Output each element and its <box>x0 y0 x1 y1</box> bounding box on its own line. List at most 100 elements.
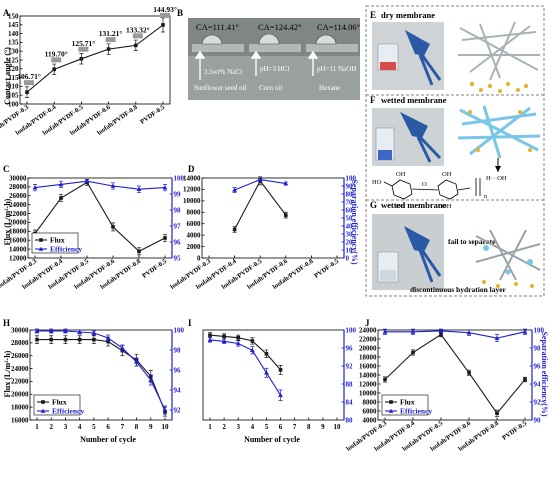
chart-a-series-point <box>134 43 138 48</box>
chart-c-ytick-label: 16000 <box>9 237 27 245</box>
chart-d-frame <box>201 177 345 259</box>
panel-letter-b: B <box>177 8 183 18</box>
chart-h-axes: 16000 18000 20000 22000 24000 26000 28000 30000… <box>11 326 185 431</box>
chart-j-axes: 4000600080001000012000140001600018000200… <box>345 326 544 453</box>
chart-h-y2tick-label: 94 <box>174 386 182 394</box>
chart-d-efficiency-point <box>283 181 289 186</box>
chart-d-category-label: loofah/PVDF-0.3 <box>169 258 212 291</box>
oil-name-3: Hexane <box>319 84 340 92</box>
chart-a-category-label: PVDF-0.5 <box>139 104 167 126</box>
chart-c-ytick-label: 20000 <box>9 219 27 227</box>
chart-d-y2tick-label: 50 <box>346 214 354 222</box>
chart-a-ylabel: Contact angle (°) <box>3 47 12 105</box>
chart-d-y2tick-label: 70 <box>346 198 354 206</box>
chart-h-efficiency-point <box>148 377 154 382</box>
chart-j-flux-point <box>495 411 499 416</box>
chart-c-ytick-label: 28000 <box>9 183 27 191</box>
chart-d-efficiency-point <box>257 177 263 182</box>
chart-c-efficiency-point <box>32 185 38 190</box>
chart-j-efficiency-point <box>466 330 472 335</box>
chart-c-ylabel: Flux (L/m²·h) <box>3 198 12 245</box>
chart-c-ytick-label: 18000 <box>9 228 27 236</box>
panel-letter-g: G <box>370 200 377 210</box>
chart-h-efficiency-point <box>119 345 125 350</box>
fail-to-separate-label: fail to separate <box>448 237 496 246</box>
chart-c-ytick-label: 24000 <box>9 201 27 209</box>
chart-c-flux-point <box>59 196 63 200</box>
panel-letter-f: F <box>370 95 376 105</box>
chart-c-flux-point <box>163 236 167 240</box>
oil-droplets-e <box>469 81 529 93</box>
chart-i-y2tick-label: 92 <box>346 362 354 370</box>
chart-d-ytick-label: 12000 <box>183 186 201 194</box>
hydration-layer-label: discontinuous hydration layer <box>410 285 507 294</box>
chart-h-y2tick-label: 100 <box>174 326 185 334</box>
chart-c-ytick-label: 30000 <box>9 174 27 182</box>
chart-d-ytick-label: 2000 <box>187 243 202 251</box>
chart-j-legend <box>381 394 429 416</box>
chart-j-ytick-label: 14000 <box>359 371 377 379</box>
chart-i: 80 84 88 92 96 100 1 2 3 4 5 6 7 8 9 10 Number of cycle <box>202 326 357 444</box>
chart-d-y2label: Separation efficiency(%) <box>350 179 359 264</box>
chart-a-droplet-image <box>51 57 62 63</box>
chart-d-y2tick-label: 0 <box>346 254 350 262</box>
chart-h-ytick-label: 22000 <box>11 378 29 386</box>
chart-h-xtick-label: 8 <box>135 423 139 431</box>
chart-c-efficiency-point <box>110 183 116 188</box>
chart-h-xtick-label: 1 <box>35 423 39 431</box>
chart-d-y2tick-label: 30 <box>346 230 354 238</box>
chart-c-y2tick-label: 98 <box>174 206 182 214</box>
chart-i-y2tick-label: 88 <box>346 380 354 388</box>
fiber-network-f <box>457 105 541 159</box>
chart-i-flux-point <box>264 351 269 356</box>
chart-i-y2tick-label: 96 <box>346 344 354 352</box>
chart-d: 0200040006000800010000120001400001020304… <box>169 174 359 291</box>
water-drop-3 <box>315 34 337 45</box>
chart-d-ytick-label: 4000 <box>187 231 202 239</box>
chart-j-flux-point <box>411 350 415 355</box>
water-drop-1 <box>201 34 223 45</box>
chart-j-flux-point <box>523 377 527 382</box>
panel-letter-a: A <box>3 8 10 18</box>
chart-d-ytick-label: 10000 <box>183 197 201 205</box>
chart-c-legend <box>31 232 79 254</box>
fiber-network-e <box>458 21 540 81</box>
chart-d-axes: 0200040006000800010000120001400001020304… <box>169 174 356 291</box>
chart-h-flux-point <box>106 339 110 344</box>
chart-a-data-label: 119.70° <box>45 49 68 58</box>
chart-a-ytick-label: 140 <box>8 30 19 38</box>
chart-c-legend-label: Efficiency <box>50 245 82 254</box>
panel-letter-j: J <box>365 318 370 328</box>
chart-i-y2tick-label: 80 <box>346 416 354 424</box>
panel-letter-e: E <box>370 10 376 20</box>
chart-a: 100105110115120125130135140145150loofah/… <box>0 5 177 137</box>
panel-e-title: dry membrane <box>381 10 435 20</box>
chart-j-flux-point <box>383 377 387 382</box>
chart-d-y2tick-label: 90 <box>346 182 354 190</box>
drop-liquid-1: 3.5wt% NaCl <box>204 68 242 76</box>
chart-c-efficiency-point <box>58 182 64 187</box>
contact-angle-label-1: CA=111.41° <box>196 22 239 32</box>
chart-a-ytick-label: 110 <box>8 83 19 91</box>
chart-h-y2tick-label: 98 <box>174 346 182 354</box>
chart-a-data-label: 131.21° <box>99 29 123 38</box>
schematic-frame <box>365 5 545 297</box>
chart-a-ytick-label: 100 <box>8 100 19 108</box>
chart-j-ytick-label: 10000 <box>359 389 377 397</box>
chart-i-xtick-label: 9 <box>321 423 325 431</box>
chart-a-series-point <box>106 47 111 51</box>
chart-i-efficiency-point <box>221 338 227 344</box>
chem-oh-3: OH <box>442 171 452 178</box>
chart-h-xtick-label: 7 <box>121 423 125 431</box>
photo-b-surface <box>188 56 360 100</box>
chart-j-y2label: Separation efficiency(%) <box>540 331 549 416</box>
chart-d-marks <box>232 176 289 233</box>
chart-i-xtick-label: 3 <box>236 423 240 431</box>
chart-h-efficiency-point <box>63 328 68 333</box>
chart-h-flux-point <box>49 337 54 342</box>
red-liquid <box>380 62 396 70</box>
chart-a-ytick-label: 115 <box>8 74 19 82</box>
chem-oh-4: OH <box>442 203 452 210</box>
